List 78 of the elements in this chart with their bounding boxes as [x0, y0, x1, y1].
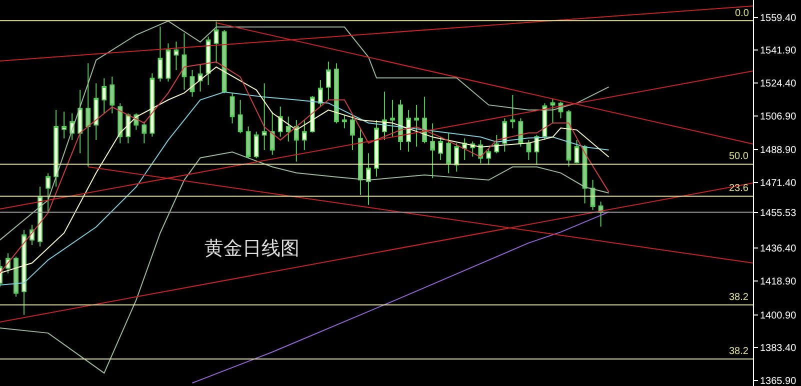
candlestick [142, 121, 147, 144]
candlestick [334, 62, 339, 124]
candlestick [110, 76, 115, 114]
y-tick-label: 1436.40 [760, 244, 797, 255]
candlestick [318, 79, 323, 108]
candlestick [302, 119, 307, 151]
candlestick [382, 91, 387, 141]
candlestick [246, 126, 251, 159]
y-tick-label: 1400.90 [760, 310, 797, 322]
candlestick [86, 62, 91, 168]
line-series [0, 91, 610, 286]
line-series [0, 152, 610, 374]
candlestick [150, 72, 155, 138]
text: 黄金日线图 [204, 238, 300, 260]
candlestick [510, 94, 516, 129]
candlestick [358, 128, 363, 196]
candlestick [494, 134, 500, 154]
candlestick [62, 111, 67, 139]
y-tick-label: 1471.40 [760, 178, 797, 189]
candlestick [14, 256, 18, 298]
y-tick-label: 1365.90 [760, 376, 797, 386]
candlestick [326, 61, 331, 100]
y-tick-label: 1541.90 [760, 46, 797, 57]
candlestick [214, 21, 219, 64]
annotation: 0.0 [735, 8, 750, 19]
candlestick [94, 82, 99, 141]
y-tick-label: 1383.40 [760, 343, 797, 354]
candlestick [182, 32, 187, 90]
candlestick [230, 92, 235, 124]
candlestick [350, 114, 355, 151]
y-tick-label: 1506.90 [760, 111, 797, 122]
line-series [192, 211, 610, 384]
candlestick [238, 99, 243, 134]
y-tick-label: 1418.90 [760, 276, 797, 288]
candlestick [446, 132, 452, 174]
annotation: 38.2 [729, 346, 749, 357]
candlestick [518, 118, 524, 148]
candlestick [342, 114, 347, 129]
annotation: 23.6 [729, 183, 749, 194]
candlestick [438, 136, 444, 160]
candlestick [102, 78, 107, 114]
y-tick-label: 1524.40 [760, 78, 797, 90]
candlestick [294, 119, 299, 162]
candlestick [550, 98, 556, 124]
candlestick [502, 118, 508, 152]
candlestick [222, 30, 227, 94]
candlestick [174, 41, 179, 71]
candlestick [166, 42, 171, 82]
y-tick-label: 1559.40 [760, 12, 797, 24]
candlestick [158, 26, 163, 82]
candlestick [390, 99, 395, 138]
candlestick [46, 172, 51, 212]
annotation: 50.0 [729, 151, 749, 162]
candlestick [22, 229, 26, 316]
candlestick [374, 119, 379, 178]
candlestick [278, 106, 283, 138]
candlestick [366, 152, 371, 206]
candlestick [590, 179, 596, 210]
candlestick [286, 116, 291, 142]
candlestick [78, 89, 83, 154]
candlestick [262, 82, 267, 151]
candlestick [406, 110, 412, 152]
annotation: 38.2 [729, 292, 749, 303]
candlestick [574, 140, 580, 164]
candlestick [414, 104, 420, 148]
candlestick [526, 140, 532, 160]
y-tick-label: 1488.90 [760, 145, 797, 156]
y-tick-label: 1455.53 [760, 208, 797, 219]
candlestick [454, 142, 460, 172]
candlestick [270, 111, 275, 156]
line-series [0, 20, 610, 240]
candlestick [198, 64, 203, 92]
candlestick [126, 112, 131, 144]
candlestick [254, 131, 259, 159]
candlestick [486, 148, 492, 166]
candlestick [54, 110, 59, 188]
candlestick [118, 102, 123, 144]
candlestick [430, 122, 436, 179]
